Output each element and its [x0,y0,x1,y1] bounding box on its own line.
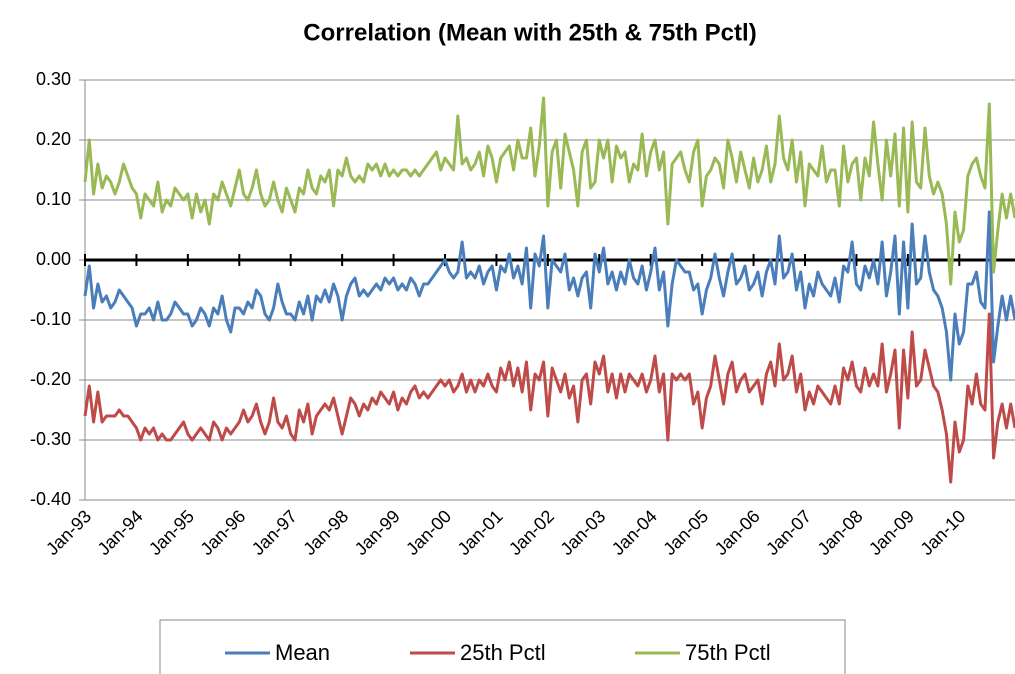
x-tick-label: Jan-94 [94,506,147,559]
legend-box [159,619,846,674]
series-line [83,210,1015,382]
y-tick-label: -0.20 [30,369,71,389]
y-tick-label: 0.20 [36,129,71,149]
legend-label: 75th Pctl [685,640,771,665]
x-tick-label: Jan-09 [865,506,918,559]
x-tick-label: Jan-07 [762,506,815,559]
chart-title: Correlation (Mean with 25th & 75th Pctl) [303,19,756,46]
y-tick-label: 0.00 [36,249,71,269]
x-tick-label: Jan-96 [196,506,249,559]
y-tick-label: -0.40 [30,489,71,509]
x-tick-label: Jan-93 [42,506,95,559]
x-tick-label: Jan-98 [299,506,352,559]
x-tick-label: Jan-99 [351,506,404,559]
series-line [83,96,1015,286]
x-tick-label: Jan-04 [608,506,661,559]
legend-label: Mean [275,640,330,665]
x-tick-label: Jan-05 [659,506,712,559]
series-line [83,312,1015,484]
y-tick-label: 0.30 [36,69,71,89]
x-tick-label: Jan-03 [556,506,609,559]
x-tick-label: Jan-95 [145,506,198,559]
y-tick-label: -0.30 [30,429,71,449]
x-tick-label: Jan-02 [505,506,558,559]
x-tick-label: Jan-08 [814,506,867,559]
x-tick-label: Jan-00 [402,506,455,559]
x-tick-label: Jan-10 [916,506,969,559]
x-tick-label: Jan-97 [248,506,301,559]
y-tick-label: -0.10 [30,309,71,329]
legend-label: 25th Pctl [460,640,546,665]
x-tick-label: Jan-06 [711,506,764,559]
y-tick-label: 0.10 [36,189,71,209]
x-tick-label: Jan-01 [454,506,507,559]
